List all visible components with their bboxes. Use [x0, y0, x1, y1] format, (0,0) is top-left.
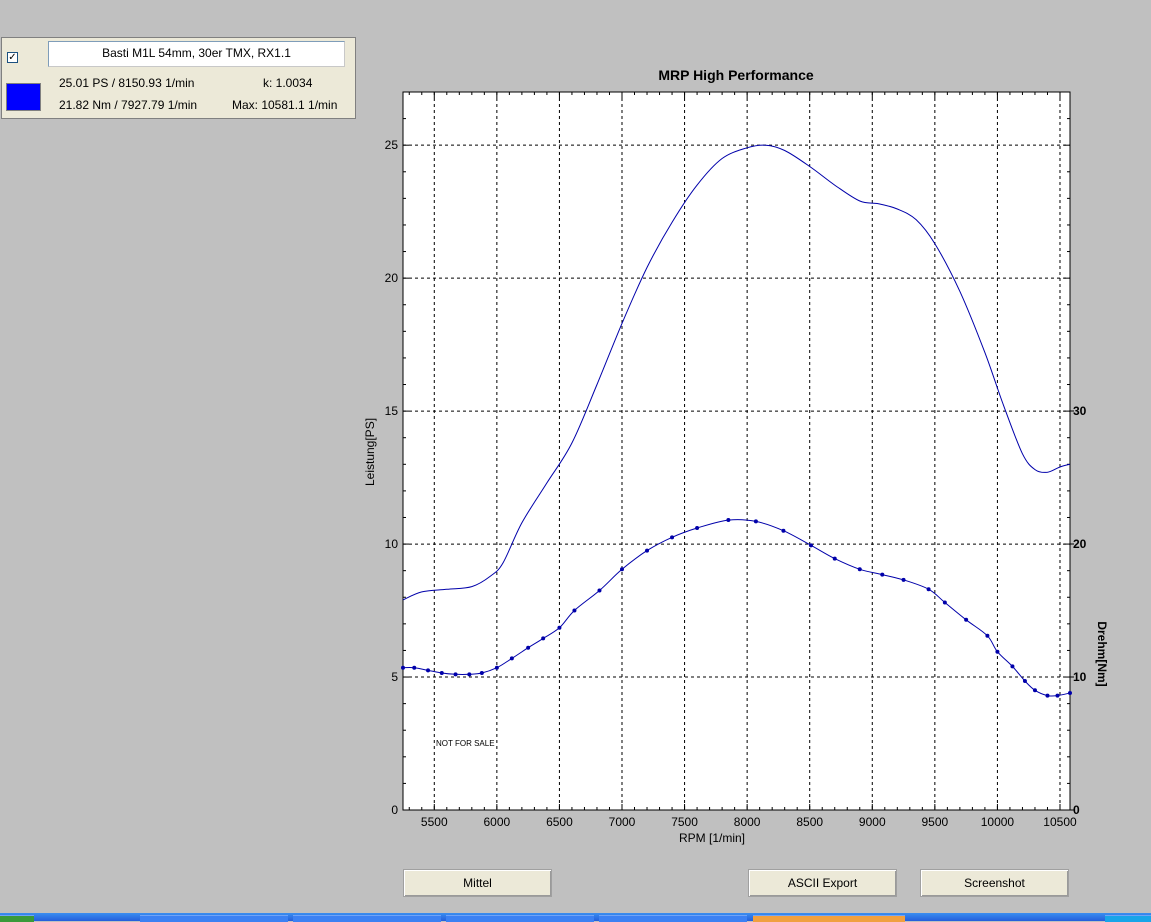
y2-tick-label: 20 [1073, 537, 1087, 551]
torque-data-point [412, 665, 417, 670]
x-axis-label: RPM [1/min] [679, 831, 745, 845]
torque-data-point [453, 672, 458, 677]
y2-axis-label: Drehm[Nm] [1095, 621, 1109, 686]
max-rpm-readout: Max: 10581.1 1/min [232, 98, 338, 112]
torque-data-point [1032, 688, 1037, 693]
torque-data-point [439, 671, 444, 676]
series-color-swatch[interactable] [6, 83, 41, 111]
x-tick-label: 5500 [421, 815, 448, 829]
y2-tick-label: 10 [1073, 670, 1087, 684]
system-tray [1105, 915, 1151, 922]
y-tick-label: 5 [391, 670, 398, 684]
torque-data-point [1022, 678, 1027, 683]
torque-data-point [526, 645, 531, 650]
torque-data-point [479, 671, 484, 676]
y-axis-label: Leistung[PS] [363, 418, 377, 486]
torque-data-point [467, 672, 472, 677]
screenshot-button[interactable]: Screenshot [920, 869, 1069, 897]
torque-data-point [753, 519, 758, 524]
torque-data-point [1055, 693, 1060, 698]
x-tick-label: 6000 [484, 815, 511, 829]
max-torque-readout: 21.82 Nm / 7927.79 1/min [59, 98, 198, 112]
x-tick-label: 8500 [796, 815, 823, 829]
torque-data-point [857, 567, 862, 572]
axis-ticks: 5500 6000 6500 7000 7500 8000 8500 9000 9500 1000… [385, 92, 1087, 829]
mittel-button[interactable]: Mittel [403, 869, 552, 897]
torque-data-point [808, 543, 813, 548]
start-button[interactable] [0, 915, 34, 922]
torque-data-point [1010, 664, 1015, 669]
y-tick-label: 15 [385, 404, 399, 418]
torque-data-point [964, 617, 969, 622]
series-layer [401, 144, 1072, 698]
legend-panel: ✓ Basti M1L 54mm, 30er TMX, RX1.1 25.01 … [1, 37, 356, 119]
torque-data-point [926, 587, 931, 592]
torque-data-point [695, 526, 700, 531]
torque-data-point [985, 633, 990, 638]
taskbar-item[interactable] [599, 915, 747, 922]
y-tick-label: 10 [385, 537, 399, 551]
torque-data-point [619, 567, 624, 572]
watermark-text: NOT FOR SALE [436, 739, 495, 748]
torque-data-point [880, 572, 885, 577]
y2-tick-label: 30 [1073, 404, 1087, 418]
chart-title: MRP High Performance [658, 67, 814, 83]
y2-tick-label: 0 [1073, 803, 1080, 817]
max-power-readout: 25.01 PS / 8150.93 1/min [59, 76, 195, 90]
torque-data-point [901, 577, 906, 582]
series-visibility-checkbox[interactable]: ✓ [7, 52, 18, 63]
y-tick-label: 20 [385, 271, 399, 285]
torque-data-point [426, 668, 431, 673]
torque-data-point [541, 636, 546, 641]
x-tick-label: 8000 [734, 815, 761, 829]
torque-data-point [942, 600, 947, 605]
taskbar [0, 913, 1151, 922]
series-name-field[interactable]: Basti M1L 54mm, 30er TMX, RX1.1 [48, 41, 345, 67]
torque-data-point [1045, 693, 1050, 698]
power-curve [402, 144, 1071, 601]
torque-data-point [401, 665, 405, 670]
torque-data-point [509, 656, 514, 661]
torque-data-point [494, 665, 499, 670]
x-tick-label: 7000 [609, 815, 636, 829]
torque-data-point [645, 548, 650, 553]
x-tick-label: 9500 [921, 815, 948, 829]
torque-data-point [781, 528, 786, 533]
x-tick-label: 10000 [981, 815, 1015, 829]
taskbar-item[interactable] [293, 915, 441, 922]
x-tick-label: 9000 [859, 815, 886, 829]
x-tick-label: 7500 [671, 815, 698, 829]
y-tick-label: 0 [391, 803, 398, 817]
torque-data-point [1068, 690, 1072, 695]
torque-data-point [557, 625, 562, 630]
x-tick-label: 6500 [546, 815, 573, 829]
torque-data-point [597, 588, 602, 593]
torque-data-point [726, 518, 731, 523]
taskbar-item[interactable] [446, 915, 594, 922]
torque-data-point [832, 556, 837, 561]
y-tick-label: 25 [385, 138, 399, 152]
taskbar-item[interactable] [140, 915, 288, 922]
x-tick-label: 10500 [1043, 815, 1077, 829]
ascii-export-button[interactable]: ASCII Export [748, 869, 897, 897]
torque-data-point [995, 649, 1000, 654]
k-factor-readout: k: 1.0034 [263, 76, 313, 90]
taskbar-item-active[interactable] [753, 915, 905, 922]
plot-area [402, 91, 1071, 811]
torque-data-point [572, 608, 577, 613]
torque-data-point [670, 535, 675, 540]
